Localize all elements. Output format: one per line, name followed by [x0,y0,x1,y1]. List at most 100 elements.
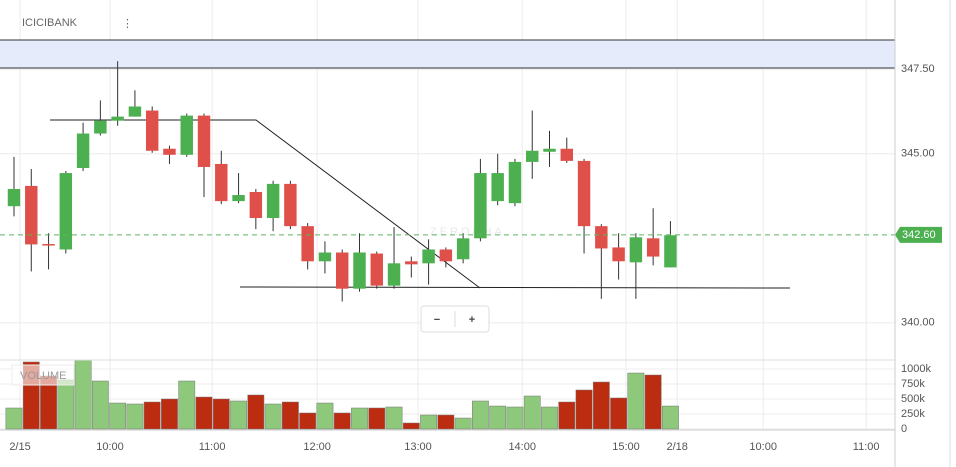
volume-label: VOLUME [20,370,66,382]
volume-bar [57,379,75,430]
candle-body [577,160,591,227]
volume-bar [333,412,351,430]
volume-bar [299,412,317,430]
volume-bar [506,406,524,430]
candle-body [491,173,504,202]
chart-title: ICICIBANK [22,17,78,29]
volume-bar [316,402,334,430]
volume-bar [247,394,265,430]
y-tick-label: 347.50 [901,63,935,75]
candle-body [508,161,522,204]
volume-bar [541,406,558,430]
y2-tick-label: 1000k [901,363,931,375]
candle-body [232,195,245,202]
candle-body [543,148,556,152]
volume-bar [109,402,127,430]
candle-body [664,235,677,268]
volume-bar [195,396,213,430]
candle-body [59,173,73,250]
candle-body [335,252,349,289]
volume-bar [74,359,92,430]
volume-bar [662,405,679,430]
candle-body [439,249,453,262]
candle-body [25,185,38,245]
volume-bar [489,405,507,430]
volume-bar [281,401,299,430]
x-tick-label: 10:00 [749,441,777,453]
volume-bar [610,397,627,430]
x-tick-label: 10:00 [96,441,124,453]
volume-bar [264,403,282,430]
candle-body [301,226,314,262]
candle-body [318,252,332,262]
menu-button[interactable]: ⋮ [122,18,133,30]
x-tick-label: 2/15 [9,441,30,453]
x-tick-label: 11:00 [199,441,226,453]
candle-body [163,148,176,155]
last-price-tag [895,226,942,243]
candle-body [560,148,574,161]
candle-body [595,226,608,249]
support-line [239,286,791,289]
volume-tag [11,364,75,386]
y-tick-label: 345.00 [901,148,935,160]
x-tick-label: 12:00 [303,441,331,453]
volume-bar [230,400,247,430]
candle-body [266,183,280,219]
candle-body [128,106,142,117]
candle-body [249,192,263,219]
candle-body [629,237,643,263]
y2-tick-label: 750k [901,378,925,390]
candle-body [526,150,539,162]
y2-tick-label: 250k [901,408,925,420]
candle-body [422,249,435,264]
x-tick-label: 14:00 [508,441,536,453]
volume-bar [523,395,541,430]
y-tick-label: 340.00 [901,317,935,329]
marks: 342.60 [0,61,942,430]
candle-body [284,183,297,227]
candle-body [370,253,383,286]
candle-body [474,173,487,239]
candle-body [612,247,625,262]
zoom-out[interactable]: − [434,314,440,326]
candle-body [94,120,107,134]
volume-bar [385,406,403,430]
zoom-in[interactable]: + [469,314,475,326]
volume-bar [420,414,437,430]
x-tick-label: 13:00 [404,441,432,453]
volume-bar [627,372,645,430]
candle-body [76,133,90,168]
candle-body [387,263,401,286]
candle-body [646,238,660,257]
volume-bar [592,381,610,430]
volume-bar [351,407,368,430]
volume-bar [178,380,196,430]
y2-tick-label: 0 [901,423,907,435]
candle-body [111,116,124,121]
volume-bar [575,389,593,430]
volume-bar [437,414,455,430]
last-price-label: 342.60 [902,229,936,241]
x-tick-label: 11:00 [853,441,880,453]
watermark: ZERODHA [430,226,505,238]
candle-body [145,110,159,151]
volume-bar [91,380,109,430]
candle-body [42,244,55,246]
candle-body [180,115,193,155]
candle-body [405,261,418,265]
x-tick-label: 2/18 [666,441,687,453]
highlight-band [0,40,895,68]
candle-body [456,238,470,260]
volume-bar [644,374,662,430]
volume-bar [161,398,178,430]
volume-bar [126,403,144,430]
volume-bar [472,400,489,430]
candle-body [215,163,228,202]
candle-body [7,188,21,207]
y2-tick-label: 500k [901,393,925,405]
volume-bar [143,401,161,430]
volume-bar [212,398,230,430]
volume-bar [402,422,420,430]
